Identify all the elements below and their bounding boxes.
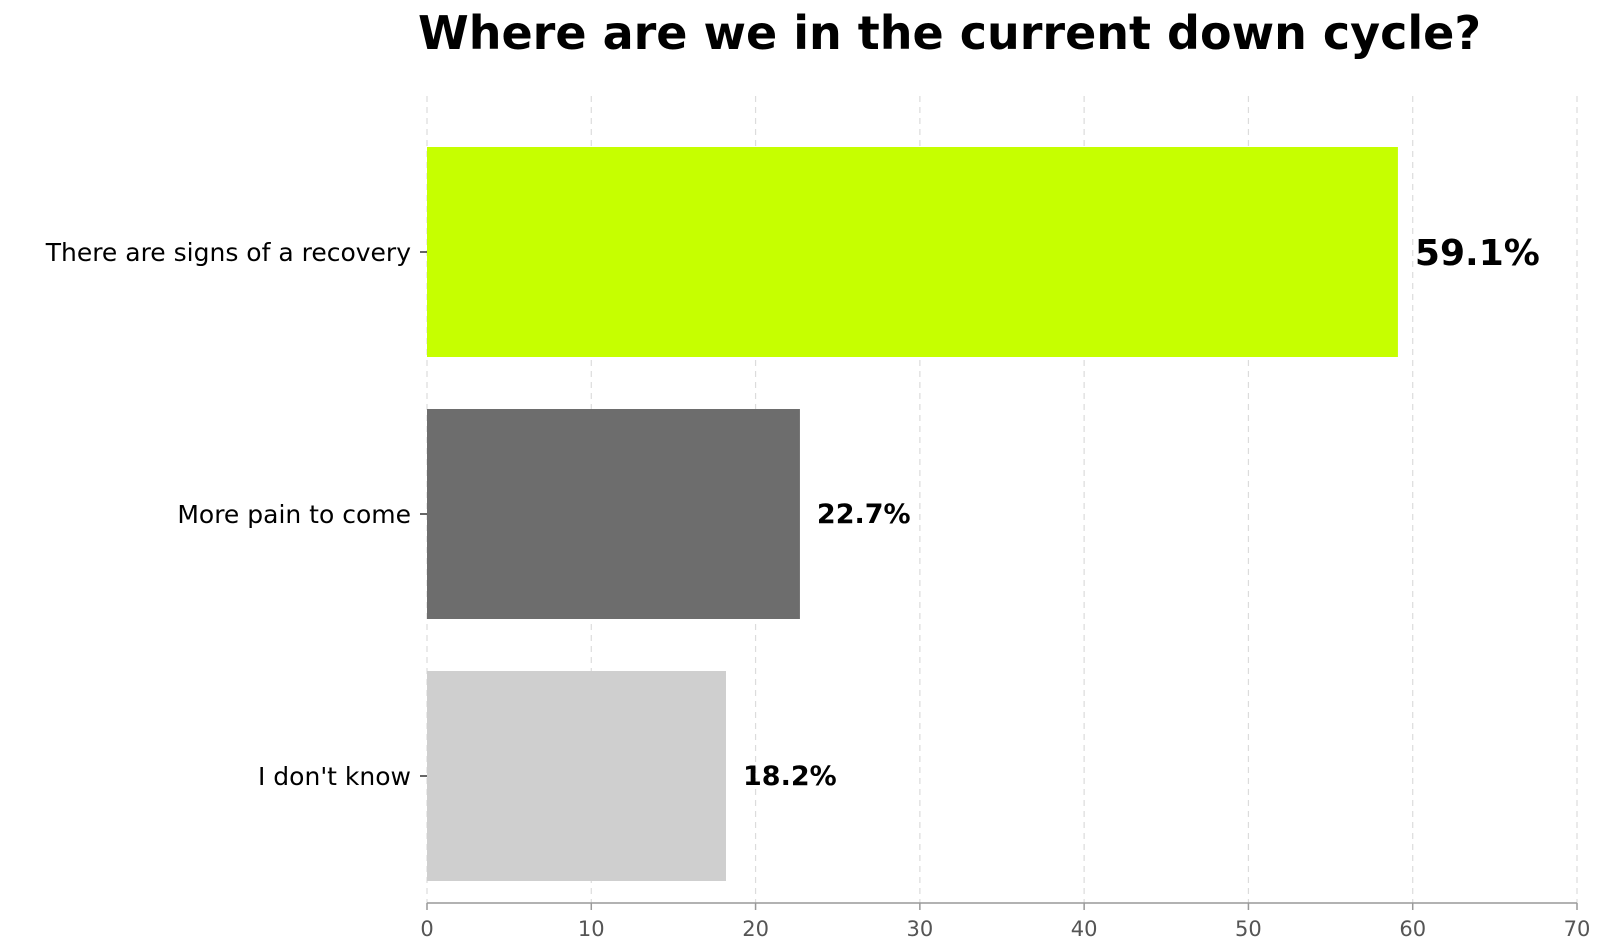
x-tick-label: 30	[906, 917, 933, 941]
bar	[427, 409, 800, 619]
x-tick-label: 70	[1564, 917, 1591, 941]
x-tick-label: 40	[1071, 917, 1098, 941]
data-label: 59.1%	[1415, 233, 1540, 274]
x-tick-label: 10	[578, 917, 605, 941]
bars	[427, 147, 1398, 881]
axes	[420, 251, 1578, 910]
category-label: I don't know	[258, 762, 411, 791]
labels: 0 10 20 30 40 50 60 70 There are signs of a reco…	[45, 233, 1591, 941]
x-tick-label: 0	[420, 917, 433, 941]
category-label: There are signs of a recovery	[45, 238, 412, 267]
chart-title: Where are we in the current down cycle?	[418, 6, 1482, 60]
bar	[427, 671, 726, 881]
bar	[427, 147, 1398, 357]
data-label: 18.2%	[743, 761, 837, 792]
category-label: More pain to come	[177, 500, 411, 529]
x-tick-label: 60	[1399, 917, 1426, 941]
x-tick-label: 20	[742, 917, 769, 941]
x-tick-label: 50	[1235, 917, 1262, 941]
data-label: 22.7%	[817, 499, 911, 530]
